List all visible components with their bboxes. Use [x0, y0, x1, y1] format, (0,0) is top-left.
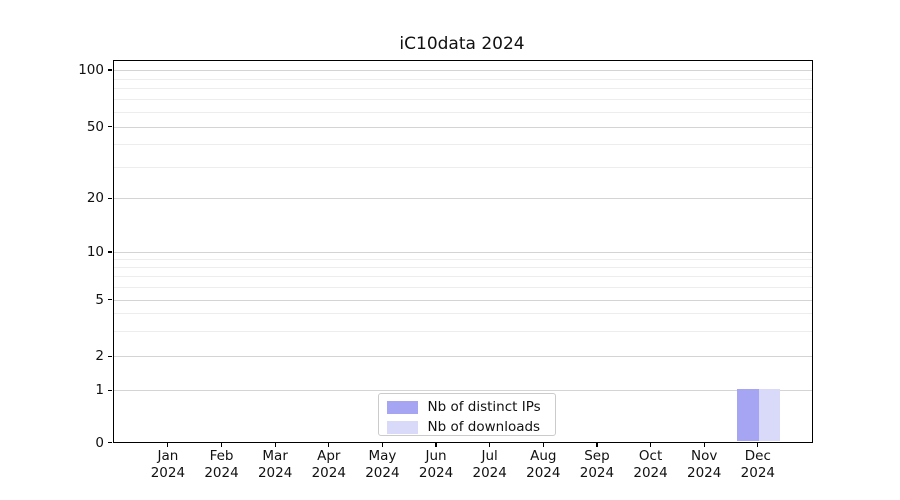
gridline-minor [113, 287, 812, 289]
month-label: Dec [744, 448, 771, 464]
month-label: Feb [209, 448, 234, 464]
gridline-minor [113, 267, 812, 269]
x-axis-label: Oct 2024 [615, 448, 687, 481]
year-label: 2024 [472, 464, 507, 481]
x-axis-label: Apr 2024 [293, 448, 365, 481]
y-axis-tick [108, 69, 112, 71]
month-label: May [368, 448, 397, 464]
y-axis-label: 20 [86, 190, 104, 207]
gridline-minor [113, 99, 812, 101]
year-label: 2024 [311, 464, 346, 481]
gridline-minor [113, 111, 812, 113]
gridline-major [113, 70, 812, 72]
gridline-minor [113, 313, 812, 315]
bar-nb-of-downloads-dec [758, 389, 781, 442]
y-axis-tick [108, 355, 112, 357]
chart-title: iC10data 2024 [399, 34, 525, 54]
x-axis-label: Aug 2024 [507, 448, 579, 481]
x-axis-tick [328, 442, 330, 447]
x-axis-tick [542, 442, 544, 447]
month-label: Jun [425, 448, 447, 464]
gridline-major [113, 198, 812, 200]
y-axis-label: 100 [78, 62, 104, 79]
month-label: Nov [691, 448, 718, 464]
gridline-major [113, 356, 812, 358]
x-axis-tick [381, 442, 383, 447]
legend-item: Nb of distinct IPs [386, 399, 547, 416]
year-label: 2024 [740, 464, 775, 481]
year-label: 2024 [365, 464, 400, 481]
y-axis-tick [108, 126, 112, 128]
month-label: Oct [638, 448, 663, 464]
month-label: Jul [481, 448, 498, 464]
gridline-minor [113, 166, 812, 168]
month-label: Aug [530, 448, 557, 464]
y-axis-tick [108, 298, 112, 301]
y-axis-label: 0 [95, 434, 104, 451]
year-label: 2024 [687, 464, 722, 481]
gridline-minor [113, 259, 812, 261]
month-label: Mar [262, 448, 288, 464]
gridline-major [113, 251, 812, 253]
plot-area [112, 60, 813, 443]
x-axis-label: Jun 2024 [400, 448, 472, 481]
x-axis-tick [167, 442, 169, 447]
legend-swatch-icon [386, 400, 418, 414]
year-label: 2024 [257, 464, 293, 481]
x-axis-label: Dec 2024 [722, 448, 794, 481]
y-axis-tick [108, 441, 112, 444]
gridline-minor [113, 331, 812, 333]
y-axis-label: 5 [95, 291, 104, 308]
x-axis-tick [649, 442, 652, 447]
month-label: Sep [584, 448, 610, 464]
year-label: 2024 [526, 464, 561, 481]
x-axis-tick [596, 442, 598, 447]
gridline-minor [113, 88, 812, 90]
gridline-minor [113, 276, 812, 278]
month-label: Apr [317, 448, 341, 464]
x-axis-tick [435, 442, 437, 447]
y-axis-tick [108, 389, 112, 392]
x-axis-tick [274, 442, 276, 447]
y-axis-label: 10 [86, 243, 104, 260]
x-axis-tick [757, 442, 759, 447]
x-axis-tick [703, 442, 705, 447]
gridline-minor [113, 144, 812, 146]
month-label: Jan [157, 448, 179, 464]
x-axis-tick [220, 442, 223, 447]
gridline-major [113, 299, 812, 301]
y-axis-tick [108, 197, 112, 199]
x-axis-label: Sep 2024 [561, 448, 633, 481]
gridline-minor [113, 78, 812, 80]
y-axis-label: 1 [95, 382, 104, 399]
year-label: 2024 [579, 464, 615, 481]
x-axis-tick [489, 442, 491, 447]
x-axis-label: Jul 2024 [454, 448, 526, 481]
legend-swatch-icon [386, 420, 418, 434]
year-label: 2024 [150, 464, 186, 481]
x-axis-label: May 2024 [346, 448, 418, 481]
y-axis-label: 50 [86, 118, 104, 135]
year-label: 2024 [633, 464, 668, 481]
legend-item: Nb of downloads [386, 419, 547, 436]
gridline-major [113, 126, 812, 128]
y-axis-tick [108, 251, 112, 253]
legend: Nb of distinct IPs Nb of downloads [377, 392, 556, 436]
legend-label: Nb of downloads [427, 419, 541, 435]
year-label: 2024 [418, 464, 454, 481]
y-axis-label: 2 [95, 348, 104, 365]
x-axis-label: Feb 2024 [186, 448, 258, 481]
gridline-major [113, 390, 812, 392]
year-label: 2024 [204, 464, 239, 481]
x-axis-label: Mar 2024 [239, 448, 311, 481]
legend-label: Nb of distinct IPs [427, 399, 541, 415]
x-axis-label: Jan 2024 [132, 448, 204, 481]
x-axis-label: Nov 2024 [668, 448, 740, 481]
bar-nb-of-distinct-ips-dec [737, 389, 759, 442]
